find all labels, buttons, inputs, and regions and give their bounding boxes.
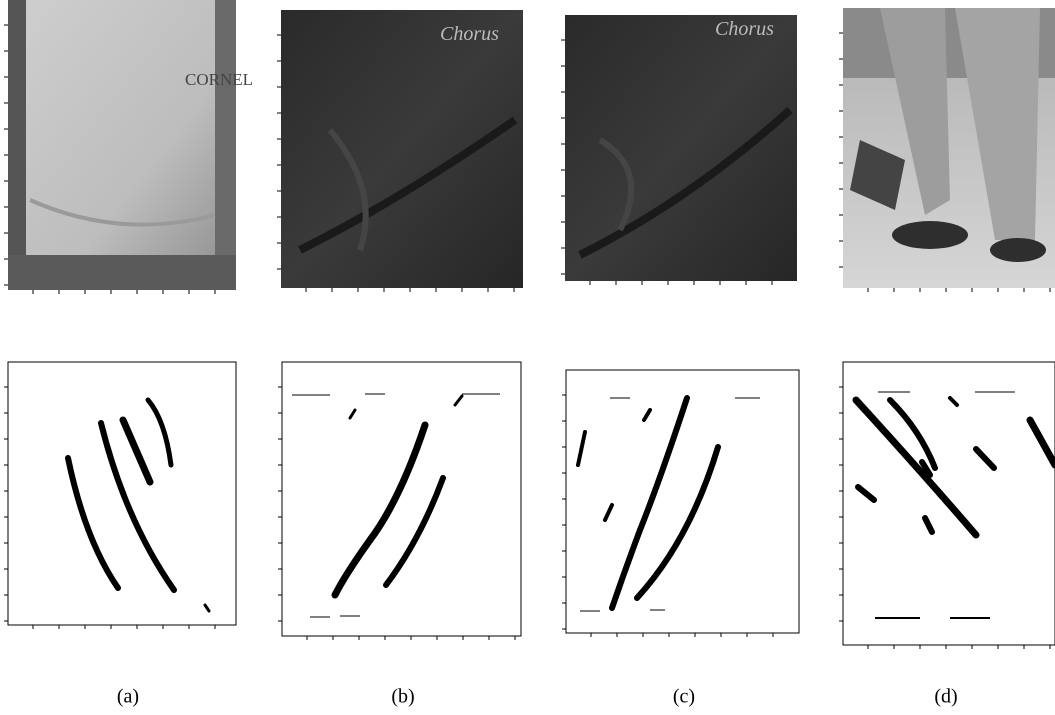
logo: CORNEL (185, 70, 253, 89)
panel-label: (b) (391, 686, 414, 708)
photo-c: Chorus (565, 15, 797, 281)
mask-b (282, 362, 521, 636)
figure: CORNEL Chorus Chorus (0, 0, 1055, 715)
panel-label: (c) (673, 686, 695, 708)
logo: Chorus (715, 18, 774, 40)
panel-label: (a) (117, 686, 139, 708)
photo-b: Chorus (281, 10, 523, 288)
logo: Chorus (440, 23, 499, 45)
photo-d (843, 8, 1055, 288)
photo-a: CORNEL (8, 0, 253, 290)
panel-label: (d) (934, 686, 957, 708)
